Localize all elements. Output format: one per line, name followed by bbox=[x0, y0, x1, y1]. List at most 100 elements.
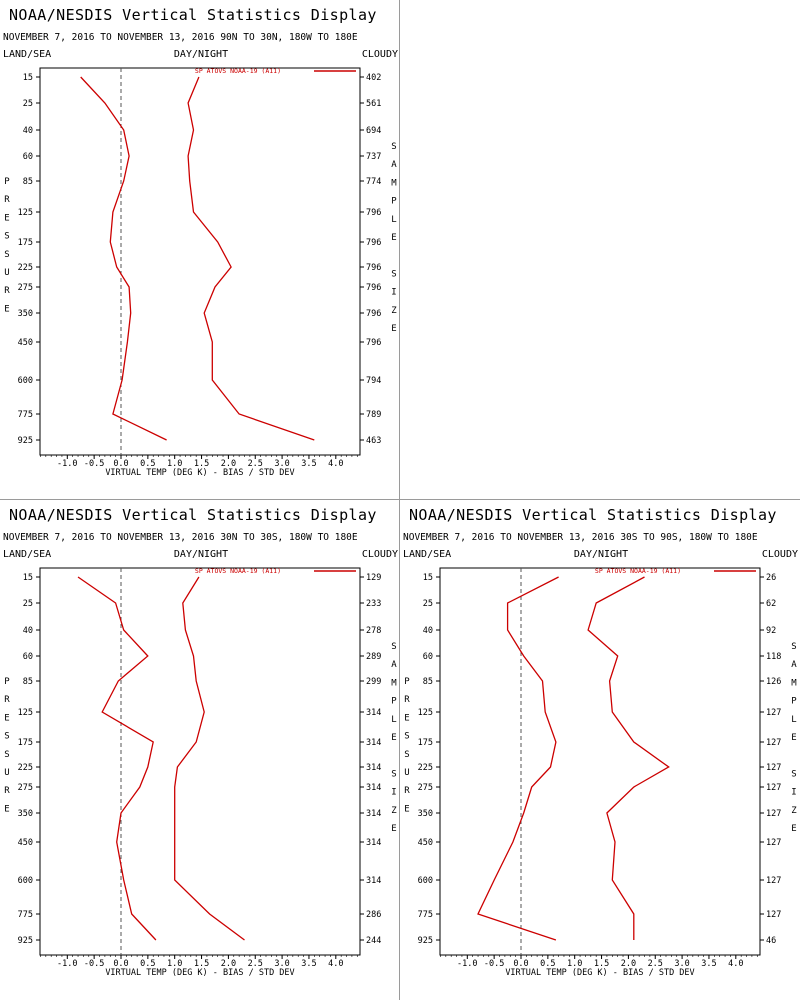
pressure-level-label: 60 bbox=[23, 652, 33, 662]
sample-size-axis-letter: A bbox=[791, 660, 797, 670]
pressure-axis-letter: S bbox=[4, 750, 9, 760]
pressure-level-label: 775 bbox=[418, 910, 433, 920]
x-tick-label: 4.0 bbox=[728, 959, 743, 969]
x-tick-label: 3.5 bbox=[301, 459, 316, 469]
sample-size-axis-letter: M bbox=[391, 178, 397, 188]
pressure-axis-letter: R bbox=[4, 786, 10, 796]
sample-size-axis-letter: E bbox=[391, 324, 396, 334]
sample-size-axis-letter: S bbox=[791, 642, 796, 652]
chart-subtitle: NOVEMBER 7, 2016 TO NOVEMBER 13, 2016 30… bbox=[403, 532, 758, 543]
sample-size-label: 796 bbox=[366, 208, 381, 218]
sample-size-label: 46 bbox=[766, 936, 776, 946]
sample-size-axis-letter: E bbox=[791, 733, 796, 743]
pressure-level-label: 40 bbox=[23, 626, 33, 636]
chart-title: NOAA/NESDIS Vertical Statistics Display bbox=[9, 6, 377, 24]
pressure-axis-letter: S bbox=[4, 250, 9, 260]
plot-frame bbox=[39, 67, 361, 456]
pressure-level-label: 775 bbox=[18, 410, 33, 420]
sample-size-axis-letter: A bbox=[391, 160, 397, 170]
legend-label: SP ATOVS NOAA-19 (A11) bbox=[195, 567, 281, 575]
pressure-level-label: 600 bbox=[18, 876, 33, 886]
pressure-level-label: 775 bbox=[18, 910, 33, 920]
pressure-level-label: 350 bbox=[18, 809, 33, 819]
x-tick-label: -1.0 bbox=[57, 959, 77, 969]
sample-size-label: 796 bbox=[366, 338, 381, 348]
sample-size-axis-letter: E bbox=[791, 824, 796, 834]
x-tick-label: 1.5 bbox=[194, 959, 209, 969]
sample-size-label: 796 bbox=[366, 238, 381, 248]
sample-size-label: 314 bbox=[366, 809, 381, 819]
chart-panel-30n-30s: NOAA/NESDIS Vertical Statistics Display N… bbox=[0, 500, 400, 1000]
bias-series-line bbox=[477, 576, 559, 941]
pressure-level-label: 450 bbox=[18, 338, 33, 348]
pressure-level-label: 60 bbox=[423, 652, 433, 662]
pressure-level-label: 40 bbox=[423, 626, 433, 636]
chart-title: NOAA/NESDIS Vertical Statistics Display bbox=[409, 506, 777, 524]
pressure-axis-letter: P bbox=[404, 677, 410, 687]
sample-size-label: 127 bbox=[766, 876, 781, 886]
x-tick-label: 3.0 bbox=[674, 959, 689, 969]
pressure-axis-letter: E bbox=[4, 804, 9, 814]
pressure-level-label: 40 bbox=[23, 126, 33, 136]
land-sea-header: LAND/SEA bbox=[403, 549, 451, 560]
sample-size-axis-letter: I bbox=[791, 788, 796, 798]
sample-size-label: 92 bbox=[766, 626, 776, 636]
sample-size-label: 127 bbox=[766, 809, 781, 819]
pressure-axis-letter: R bbox=[404, 695, 410, 705]
pressure-level-label: 15 bbox=[23, 573, 33, 583]
sample-size-axis-letter: A bbox=[391, 660, 397, 670]
chart-title: NOAA/NESDIS Vertical Statistics Display bbox=[9, 506, 377, 524]
sample-size-label: 118 bbox=[766, 652, 781, 662]
pressure-level-label: 15 bbox=[423, 573, 433, 583]
pressure-axis-letter: E bbox=[404, 713, 409, 723]
x-tick-label: 3.0 bbox=[274, 459, 289, 469]
sample-size-axis-letter: S bbox=[391, 142, 396, 152]
plot-frame bbox=[439, 567, 761, 956]
pressure-level-label: 225 bbox=[18, 763, 33, 773]
plot-frame bbox=[39, 567, 361, 956]
pressure-level-label: 125 bbox=[18, 708, 33, 718]
sample-size-axis-letter: M bbox=[391, 678, 397, 688]
pressure-axis-letter: S bbox=[4, 732, 9, 742]
x-tick-label: -0.5 bbox=[484, 959, 504, 969]
pressure-level-label: 450 bbox=[418, 838, 433, 848]
cloudy-header: CLOUDY bbox=[362, 549, 398, 560]
pressure-level-label: 925 bbox=[418, 936, 433, 946]
pressure-axis-letter: R bbox=[4, 286, 10, 296]
cloudy-header: CLOUDY bbox=[362, 49, 398, 60]
x-axis-label: VIRTUAL TEMP (DEG K) - BIAS / STD DEV bbox=[505, 968, 694, 978]
sample-size-axis-letter: Z bbox=[391, 806, 397, 816]
x-tick-label: 1.5 bbox=[194, 459, 209, 469]
vertical-stats-chart: NOAA/NESDIS Vertical Statistics Display N… bbox=[3, 6, 398, 478]
pressure-level-label: 85 bbox=[423, 677, 433, 687]
sample-size-label: 561 bbox=[366, 99, 381, 109]
sample-size-label: 314 bbox=[366, 763, 381, 773]
pressure-axis-letter: E bbox=[4, 304, 9, 314]
x-tick-label: 3.5 bbox=[701, 959, 716, 969]
sample-size-label: 796 bbox=[366, 263, 381, 273]
sample-size-label: 314 bbox=[366, 708, 381, 718]
sample-size-label: 694 bbox=[366, 126, 381, 136]
land-sea-header: LAND/SEA bbox=[3, 49, 51, 60]
chart-subtitle: NOVEMBER 7, 2016 TO NOVEMBER 13, 2016 90… bbox=[3, 32, 358, 43]
sample-size-axis-letter: Z bbox=[391, 306, 397, 316]
sample-size-axis-letter: S bbox=[391, 269, 396, 279]
pressure-level-label: 350 bbox=[18, 309, 33, 319]
x-tick-label: -1.0 bbox=[457, 959, 477, 969]
sample-size-axis-letter: S bbox=[391, 769, 396, 779]
x-tick-label: 2.5 bbox=[248, 459, 263, 469]
pressure-axis-letter: S bbox=[404, 732, 409, 742]
pressure-axis-letter: S bbox=[404, 750, 409, 760]
pressure-axis-letter: S bbox=[4, 232, 9, 242]
land-sea-header: LAND/SEA bbox=[3, 549, 51, 560]
pressure-level-label: 925 bbox=[18, 936, 33, 946]
sample-size-label: 127 bbox=[766, 910, 781, 920]
sample-size-axis-letter: L bbox=[391, 215, 396, 225]
sample-size-axis-letter: P bbox=[391, 697, 397, 707]
sample-size-label: 314 bbox=[366, 876, 381, 886]
sample-size-label: 402 bbox=[366, 73, 381, 83]
x-tick-label: 3.0 bbox=[274, 959, 289, 969]
sample-size-axis-letter: Z bbox=[791, 806, 797, 816]
sample-size-label: 794 bbox=[366, 376, 381, 386]
pressure-level-label: 600 bbox=[18, 376, 33, 386]
